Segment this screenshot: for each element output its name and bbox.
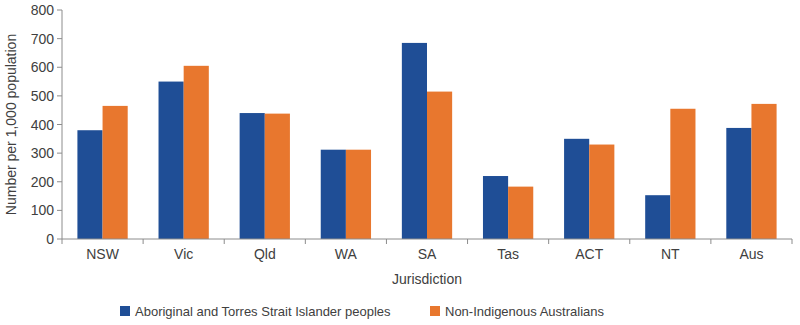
y-tick-label: 800 — [31, 2, 55, 18]
x-tick — [548, 239, 549, 244]
y-tick — [57, 95, 62, 96]
bar — [726, 128, 751, 239]
bars — [77, 43, 776, 239]
x-tick — [386, 239, 387, 244]
y-tick — [57, 67, 62, 68]
y-tick — [57, 124, 62, 125]
y-tick — [57, 239, 62, 240]
x-tick — [62, 239, 63, 244]
y-tick-label: 100 — [31, 202, 55, 218]
bar — [483, 176, 508, 239]
x-tick — [792, 239, 793, 244]
bar — [346, 150, 371, 239]
bar — [265, 114, 290, 239]
bar — [402, 43, 427, 239]
bar — [670, 109, 695, 239]
x-tick — [305, 239, 306, 244]
y-tick — [57, 181, 62, 182]
y-tick-label: 400 — [31, 117, 55, 133]
x-tick — [629, 239, 630, 244]
x-tick-label: Tas — [497, 246, 519, 262]
y-tick-label: 300 — [31, 145, 55, 161]
x-tick-label: NT — [661, 246, 680, 262]
bar — [508, 187, 533, 239]
bar — [240, 113, 265, 239]
x-tick-label: SA — [418, 246, 437, 262]
x-tick-label: Vic — [174, 246, 193, 262]
y-axis-label: Number per 1,000 population — [3, 34, 19, 215]
x-tick — [143, 239, 144, 244]
bar — [77, 130, 102, 239]
x-tick — [710, 239, 711, 244]
chart: 0 100 200 300 400 500 600 700 800 NSW Vic Qld WA SA Ta… — [0, 0, 800, 325]
x-tick — [467, 239, 468, 244]
y-tick — [57, 210, 62, 211]
x-tick-label: Qld — [254, 246, 276, 262]
legend: Aboriginal and Torres Strait Islander pe… — [120, 304, 604, 319]
legend-label: Aboriginal and Torres Strait Islander pe… — [135, 304, 391, 319]
y-tick-label: 500 — [31, 88, 55, 104]
y-tick — [57, 153, 62, 154]
x-tick — [224, 239, 225, 244]
bar — [589, 145, 614, 239]
x-tick-label: ACT — [575, 246, 603, 262]
x-tick-label: Aus — [739, 246, 763, 262]
bar — [184, 66, 209, 239]
x-axis-label: Jurisdiction — [392, 271, 462, 287]
y-tick-label: 0 — [46, 231, 54, 247]
x-tick-label: WA — [335, 246, 358, 262]
bar — [645, 195, 670, 239]
y-tick-label: 700 — [31, 31, 55, 47]
bar — [427, 92, 452, 239]
bar — [751, 104, 776, 239]
x-axis — [62, 239, 792, 240]
legend-label: Non-Indigenous Australians — [445, 304, 604, 319]
bar — [159, 82, 184, 239]
legend-swatch — [430, 306, 440, 316]
bar — [321, 150, 346, 239]
y-tick-label: 600 — [31, 59, 55, 75]
y-tick — [57, 38, 62, 39]
x-tick-label: NSW — [86, 246, 119, 262]
legend-swatch — [120, 306, 130, 316]
bar — [564, 139, 589, 239]
y-tick-label: 200 — [31, 174, 55, 190]
y-tick — [57, 10, 62, 11]
bar — [103, 106, 128, 239]
